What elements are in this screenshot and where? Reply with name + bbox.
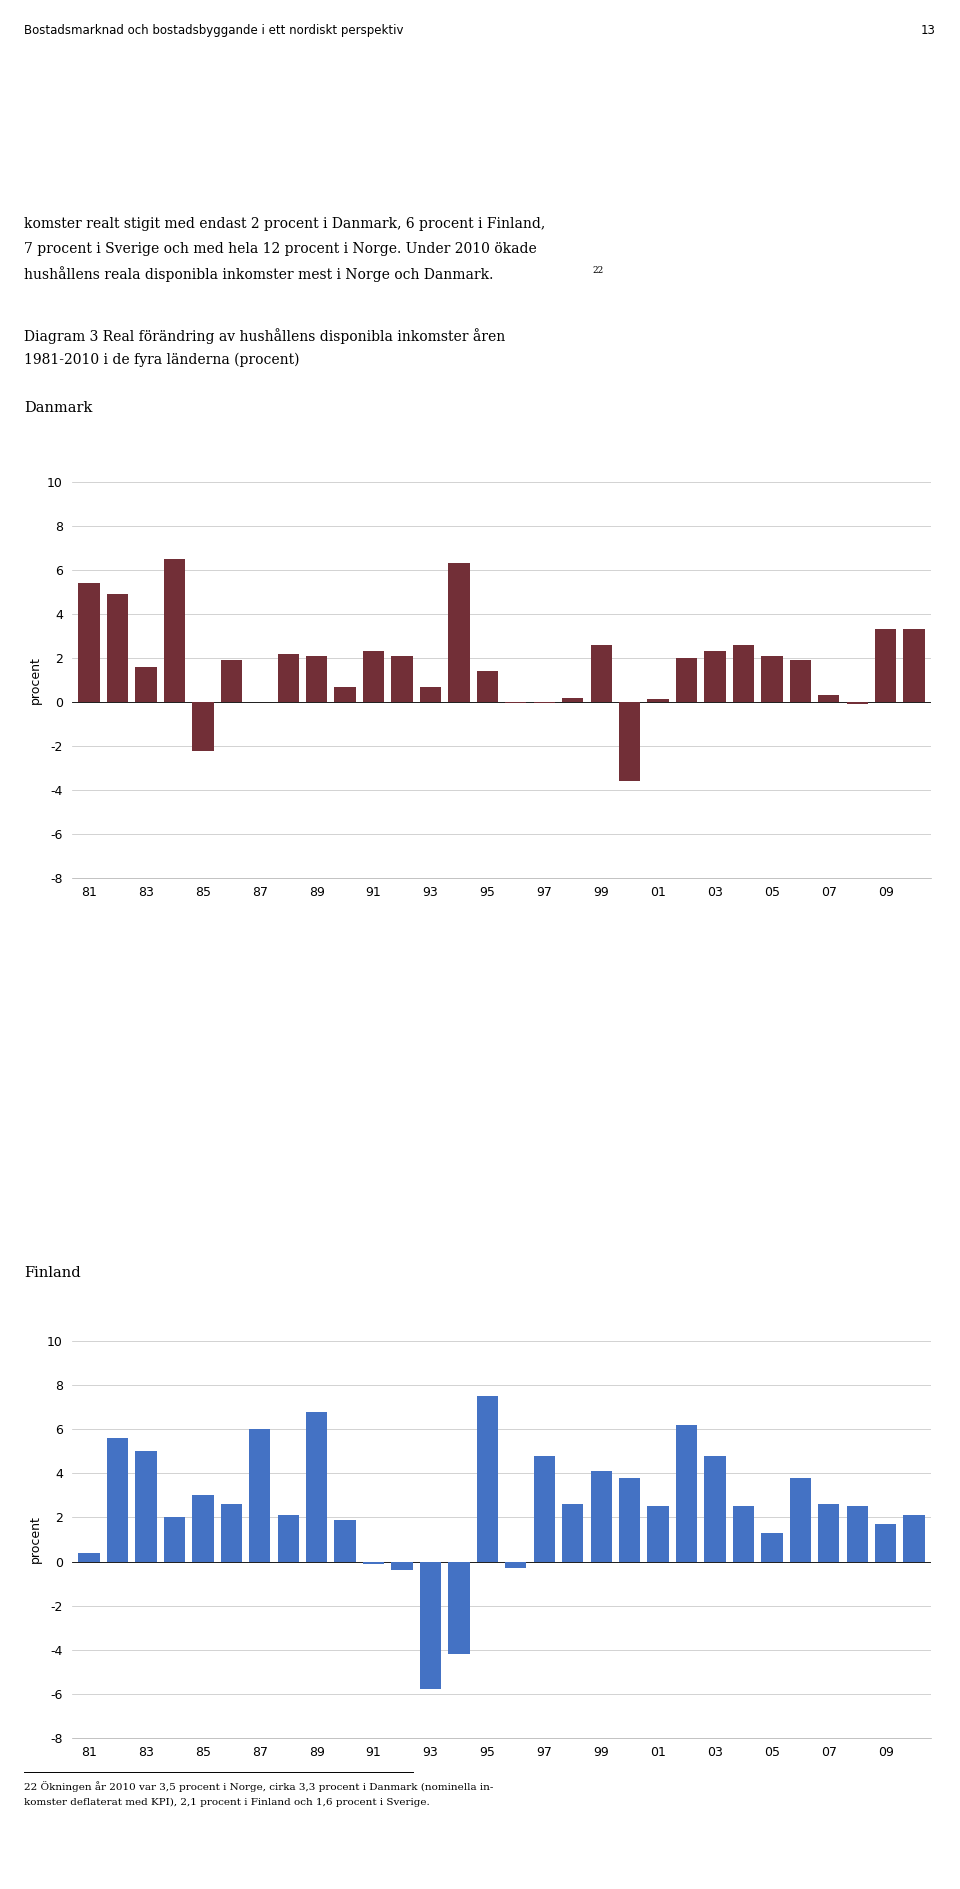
Bar xyxy=(164,1517,185,1562)
Bar xyxy=(477,1396,498,1562)
Bar xyxy=(875,1524,897,1562)
Bar xyxy=(562,697,584,703)
Bar xyxy=(818,1504,839,1562)
Bar xyxy=(221,1504,242,1562)
Text: 22 Ökningen år 2010 var 3,5 procent i Norge, cirka 3,3 procent i Danmark (nomine: 22 Ökningen år 2010 var 3,5 procent i No… xyxy=(24,1781,493,1793)
Bar xyxy=(79,1553,100,1562)
Bar xyxy=(619,703,640,782)
Bar xyxy=(192,1496,213,1562)
Text: 22: 22 xyxy=(592,266,604,276)
Text: komster deflaterat med KPI), 2,1 procent i Finland och 1,6 procent i Sverige.: komster deflaterat med KPI), 2,1 procent… xyxy=(24,1798,430,1808)
Bar xyxy=(505,1562,526,1568)
Text: Finland: Finland xyxy=(24,1266,81,1279)
Bar xyxy=(306,1411,327,1562)
Text: Bostadsmarknad och bostadsbyggande i ett nordiskt perspektiv: Bostadsmarknad och bostadsbyggande i ett… xyxy=(24,23,403,36)
Bar xyxy=(107,1438,129,1562)
Text: 13: 13 xyxy=(922,23,936,36)
Bar xyxy=(392,655,413,703)
Bar xyxy=(847,703,868,705)
Text: Danmark: Danmark xyxy=(24,402,92,416)
Bar xyxy=(903,629,924,703)
Bar xyxy=(107,593,129,703)
Bar xyxy=(705,652,726,703)
Text: 1981-2010 i de fyra länderna (procent): 1981-2010 i de fyra länderna (procent) xyxy=(24,351,300,366)
Bar xyxy=(647,1507,669,1562)
Bar xyxy=(903,1515,924,1562)
Bar xyxy=(705,1456,726,1562)
Bar xyxy=(363,1562,384,1564)
Bar xyxy=(818,695,839,703)
Text: Diagram 3 Real förändring av hushållens disponibla inkomster åren: Diagram 3 Real förändring av hushållens … xyxy=(24,329,505,344)
Bar xyxy=(619,1477,640,1562)
Bar xyxy=(590,1472,612,1562)
Bar xyxy=(562,1504,584,1562)
Bar xyxy=(448,563,469,703)
Bar xyxy=(790,661,811,703)
Bar xyxy=(392,1562,413,1570)
Bar xyxy=(647,699,669,703)
Bar xyxy=(761,655,782,703)
Bar xyxy=(847,1507,868,1562)
Y-axis label: procent: procent xyxy=(29,655,41,705)
Text: 7 procent i Sverige och med hela 12 procent i Norge. Under 2010 ökade: 7 procent i Sverige och med hela 12 proc… xyxy=(24,242,537,255)
Bar xyxy=(676,657,697,703)
Bar xyxy=(732,1507,755,1562)
Bar xyxy=(420,686,442,703)
Bar xyxy=(135,667,156,703)
Bar xyxy=(420,1562,442,1689)
Bar xyxy=(221,661,242,703)
Bar xyxy=(732,644,755,703)
Bar xyxy=(477,671,498,703)
Bar xyxy=(676,1424,697,1562)
Bar xyxy=(334,686,356,703)
Bar xyxy=(249,1430,271,1562)
Bar xyxy=(334,1519,356,1562)
Bar xyxy=(135,1451,156,1562)
Bar xyxy=(448,1562,469,1655)
Bar xyxy=(534,1456,555,1562)
Bar xyxy=(761,1534,782,1562)
Bar xyxy=(79,584,100,703)
Bar xyxy=(192,703,213,750)
Bar xyxy=(306,655,327,703)
Bar xyxy=(164,559,185,703)
Bar xyxy=(363,652,384,703)
Y-axis label: procent: procent xyxy=(29,1515,41,1564)
Bar xyxy=(277,654,299,703)
Bar xyxy=(277,1515,299,1562)
Bar xyxy=(590,644,612,703)
Text: hushållens reala disponibla inkomster mest i Norge och Danmark.: hushållens reala disponibla inkomster me… xyxy=(24,266,493,281)
Bar xyxy=(790,1477,811,1562)
Bar xyxy=(875,629,897,703)
Text: komster realt stigit med endast 2 procent i Danmark, 6 procent i Finland,: komster realt stigit med endast 2 procen… xyxy=(24,217,545,230)
